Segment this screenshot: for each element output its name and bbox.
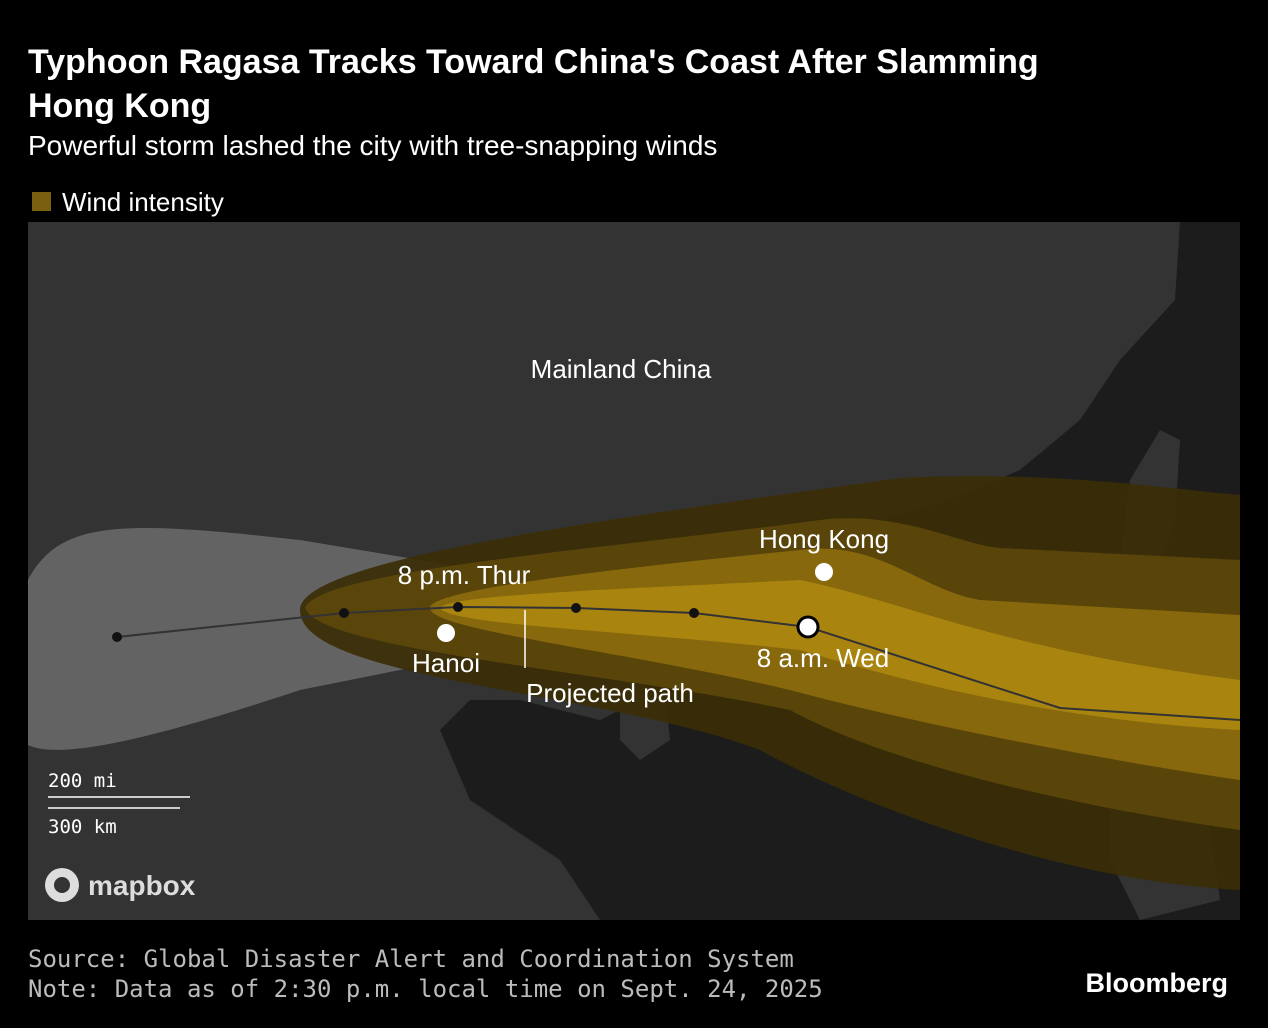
legend-label: Wind intensity <box>62 187 224 217</box>
attribution: mapbox <box>88 870 196 901</box>
track <box>116 605 1240 721</box>
track-point <box>689 608 699 618</box>
track-point <box>453 602 463 612</box>
wind-band <box>440 580 1240 730</box>
city-dot <box>815 563 833 581</box>
note: Note: Data as of 2:30 p.m. local time on… <box>28 975 823 1003</box>
city-dot <box>437 624 455 642</box>
map: Mainland China Hong Kong Hanoi 8 p.m. Th… <box>28 222 1240 920</box>
scale-label: 300 km <box>48 816 117 838</box>
city-label: Hong Kong <box>759 524 889 554</box>
source: Source: Global Disaster Alert and Coordi… <box>28 945 794 973</box>
title: Hong Kong <box>28 87 211 125</box>
subtitle: Powerful storm lashed the city with tree… <box>28 130 717 161</box>
brand: Bloomberg <box>1085 968 1228 998</box>
region-label: Mainland China <box>531 354 712 384</box>
legend-swatch <box>32 192 51 211</box>
scale-label: 200 mi <box>48 770 117 792</box>
current-position <box>796 615 820 639</box>
annotation: Projected path <box>526 678 694 708</box>
city-label: Hanoi <box>412 648 480 678</box>
time-label: 8 a.m. Wed <box>757 643 889 673</box>
title: Typhoon Ragasa Tracks Toward China's Coa… <box>28 43 1039 81</box>
track-point <box>339 608 349 618</box>
track-point <box>571 603 581 613</box>
time-label: 8 p.m. Thur <box>398 560 531 590</box>
mapbox-logo <box>54 877 70 893</box>
track-point <box>112 632 122 642</box>
